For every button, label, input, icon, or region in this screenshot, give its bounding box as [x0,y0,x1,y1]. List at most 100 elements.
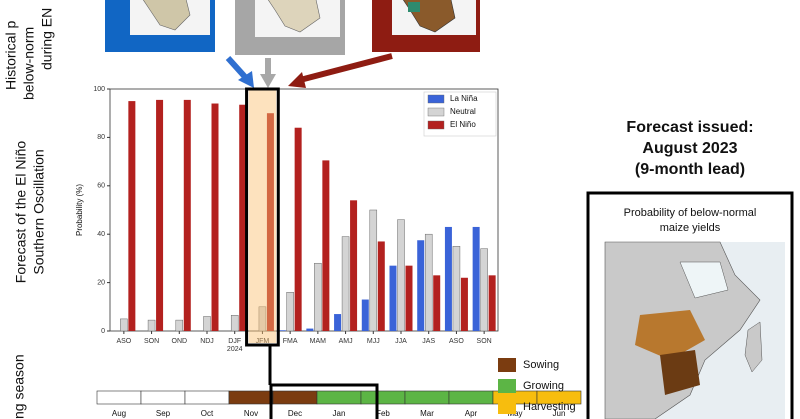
highlight-shade [248,89,277,343]
side-label: Southern Oscillation [31,149,47,274]
y-tick-label: 60 [97,183,105,190]
calendar-cell [536,390,582,405]
legend-swatch [427,94,445,104]
calendar-cell [96,390,142,405]
bar [314,262,322,332]
panel-title: August 2023 [642,140,737,157]
map-land [142,0,191,31]
bar [397,219,405,332]
bar [341,236,350,332]
side-label: below-norm [21,27,37,100]
y-tick-label: 80 [97,134,105,141]
bar [183,99,191,331]
bar [460,277,468,331]
highlight-box [245,87,280,347]
bar [156,99,164,331]
month-label: Sep [156,409,171,418]
arrow-head [288,72,306,88]
calendar-cell [448,390,494,405]
stage-swatch [498,358,516,372]
plot-frame [109,88,499,332]
bar [369,209,378,332]
x-tick-label: JAS [422,338,435,345]
bar [322,160,330,331]
x-tick-label: ASO [449,338,464,345]
bar [211,103,219,332]
month-label: Aug [112,409,126,418]
side-label: Historical p [3,21,19,90]
calendar-cell [404,390,450,405]
calendar-cell [184,390,230,405]
map-region [660,350,700,395]
bar [128,101,136,331]
calendar-cell [140,390,186,405]
map-region [679,261,729,299]
map-region [635,310,705,360]
x-tick-label: SON [477,338,492,345]
bar [203,316,211,332]
bar [424,233,433,332]
bar [417,240,425,331]
month-label: Jun [553,409,566,418]
y-tick-label: 100 [93,86,105,93]
x-tick-label: SON [144,338,159,345]
month-label: Jan [333,409,346,418]
x-tick-label: NDJ [200,338,214,345]
arrow-head [260,74,276,88]
side-label: ng season [11,354,27,419]
map-land [267,0,321,33]
bar [266,113,274,331]
bar [175,319,184,332]
x-tick-label: JJA [395,338,407,345]
stage-label: Sowing [523,359,559,371]
bar [120,318,128,332]
month-label: Nov [244,409,258,418]
bar [480,248,488,332]
y-axis-label: Probability (%) [75,184,84,236]
stage-swatch [498,400,516,414]
bar [306,328,314,331]
x-tick-label: FMA [283,338,298,345]
bar [350,200,358,331]
x-tick-label: MAM [310,338,327,345]
arrow [299,53,393,83]
bar [405,265,413,331]
bar [444,226,452,331]
bar [472,226,480,331]
arrows [225,53,393,88]
forecast-panel: Forecast issued: August 2023 (9-month le… [586,119,794,419]
stage-label: Harvesting [523,401,576,413]
arrow [225,55,249,81]
bar [361,299,369,331]
bar [488,275,496,331]
bar [286,292,294,332]
bar [147,319,156,332]
calendar-cell [360,390,406,405]
legend-label: El Niño [450,120,476,129]
month-label: Feb [376,409,390,418]
month-label: Dec [288,409,302,418]
calendar-cell [272,390,318,405]
bar [258,306,267,332]
x-tick-label: DJF [228,338,241,345]
month-label: Oct [201,409,214,418]
x-tick-label: JFM [256,338,270,345]
stage-swatch [498,379,516,393]
y-tick-label: 0 [101,328,105,335]
map-title: maize yields [660,222,721,234]
legend-label: Neutral [450,107,476,116]
arrow-head [238,71,254,88]
legend-swatch [427,120,445,130]
bar [239,104,247,331]
legend-swatch [427,107,445,117]
bar [377,241,385,331]
bar [294,127,302,331]
bar [230,315,239,332]
x-tick-label: OND [172,338,188,345]
stage-label: Growing [523,380,564,392]
side-label: Forecast of the El Niño [13,141,29,284]
bar [278,330,286,331]
month-label: Apr [465,409,478,418]
